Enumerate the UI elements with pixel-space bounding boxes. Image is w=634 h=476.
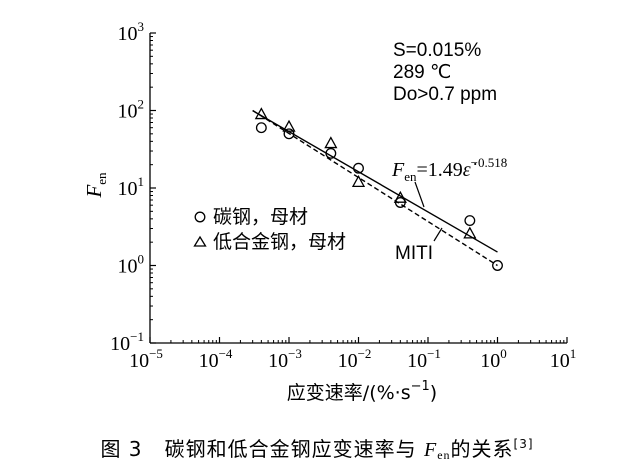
- low-alloy-steel-point: [393, 190, 407, 203]
- x-tick-label-5: 100: [480, 346, 507, 372]
- low-alloy-steel-point: [254, 107, 268, 120]
- axes-frame: [149, 33, 567, 344]
- legend-circle-marker: [194, 211, 206, 223]
- figure-caption: 图 3 碳钢和低合金钢应变速率与 Fen的关系[3]: [0, 433, 634, 463]
- figure-number: 图 3: [100, 437, 143, 461]
- carbon-steel-point: [283, 128, 295, 140]
- x-tick-label-0: 10−5: [129, 346, 163, 372]
- y-tick-label-2: 101: [118, 174, 145, 200]
- y-axis-title: Fen: [82, 172, 109, 199]
- condition-sulfur: S=0.015%: [393, 40, 481, 61]
- low-alloy-steel-point: [324, 136, 338, 149]
- caption-reference: [3]: [513, 437, 534, 451]
- x-tick-label-3: 10−2: [338, 346, 372, 372]
- y-tick-label-0: 10−1: [110, 329, 144, 355]
- low-alloy-steel-point: [282, 119, 296, 132]
- x-axis-title: 应变速率/(%·s−1): [287, 379, 437, 404]
- x-tick-label-1: 10−4: [199, 346, 233, 372]
- strain-rate-chart: 10−5 10−4 10−3 10−2 10−1 100 101 10−1 100 101 102…: [82, 19, 576, 404]
- carbon-steel-point: [255, 122, 267, 134]
- x-tick-label-2: 10−3: [268, 346, 302, 372]
- y-axis-ticks: 10−1 100 101 102 103: [110, 19, 156, 355]
- legend-low-alloy-steel: 低合金钢，母材: [213, 231, 346, 253]
- condition-dissolved-oxygen: Do>0.7 ppm: [393, 84, 497, 105]
- caption-fen: Fen: [423, 439, 451, 462]
- miti-label: MITI: [395, 243, 433, 264]
- legend: 碳钢，母材 低合金钢，母材: [193, 206, 346, 253]
- low-alloy-steel-point: [351, 175, 366, 188]
- y-tick-label-4: 103: [118, 19, 145, 45]
- x-axis-ticks: 10−5 10−4 10−3 10−2 10−1 100 101: [129, 337, 576, 372]
- miti-label-leader: [433, 227, 443, 242]
- fit-label-leader: [414, 181, 425, 208]
- condition-temperature: 289 ℃: [393, 62, 451, 83]
- legend-carbon-steel: 碳钢，母材: [213, 206, 308, 228]
- caption-text-before: 碳钢和低合金钢应变速率与: [164, 437, 424, 461]
- carbon-steel-point: [492, 260, 503, 271]
- data-points: [254, 107, 503, 271]
- legend-triangle-marker: [193, 235, 207, 247]
- carbon-steel-point: [353, 162, 364, 174]
- svg-text:Fen: Fen: [82, 172, 109, 199]
- low-alloy-steel-point: [463, 226, 477, 239]
- x-tick-label-4: 10−1: [407, 346, 441, 372]
- caption-text-after: 的关系: [450, 437, 514, 461]
- carbon-steel-point: [464, 215, 476, 227]
- y-tick-label-1: 100: [118, 252, 145, 278]
- x-tick-label-6: 101: [550, 346, 577, 372]
- y-tick-label-3: 102: [118, 97, 145, 123]
- fit-formula-label: Fen=1.49ε̇−0.518: [391, 155, 507, 184]
- carbon-steel-point: [325, 147, 337, 159]
